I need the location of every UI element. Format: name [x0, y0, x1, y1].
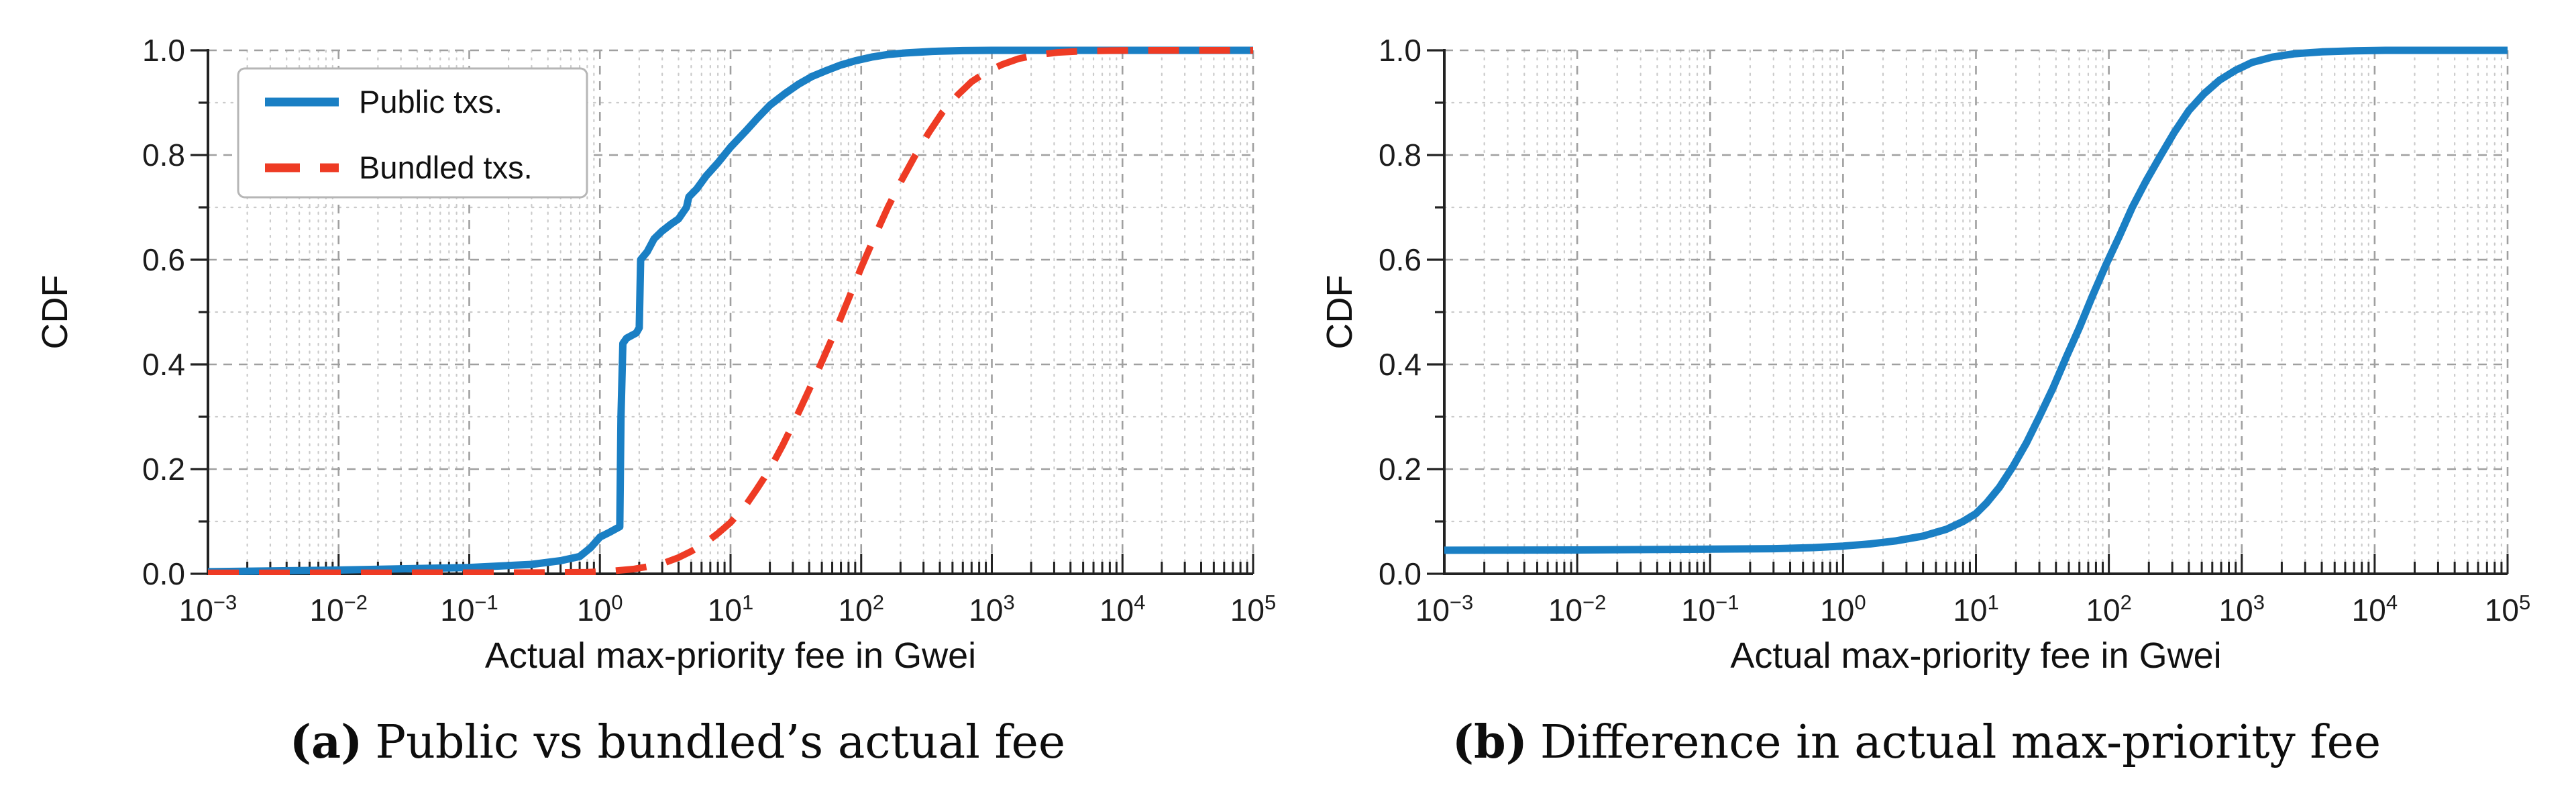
curve-difference [1444, 46, 2508, 554]
svg-text:0.2: 0.2 [142, 452, 185, 487]
svg-text:104: 104 [1099, 591, 1145, 627]
caption-a-label: (a) [289, 715, 363, 769]
svg-text:103: 103 [969, 591, 1014, 627]
caption-a-text: Public vs bundled’s actual fee [375, 716, 1066, 769]
svg-text:10−2: 10−2 [309, 591, 368, 627]
svg-text:105: 105 [2485, 591, 2530, 627]
svg-text:0.4: 0.4 [1379, 347, 1421, 382]
svg-text:10−3: 10−3 [179, 591, 237, 627]
svg-text:102: 102 [839, 591, 884, 627]
caption-b: (b) Difference in actual max-priority fee [1452, 715, 2381, 769]
svg-text:10−3: 10−3 [1415, 591, 1474, 627]
svg-text:0.6: 0.6 [142, 242, 185, 277]
svg-text:104: 104 [2352, 591, 2398, 627]
x-axis-ticks [1443, 554, 2509, 574]
x-tick-labels: 10−3 10−2 10−1 100 101 102 103 104 105 [179, 591, 1276, 627]
svg-text:0.4: 0.4 [142, 347, 185, 382]
legend: Public txs. Bundled txs. [237, 67, 588, 199]
x-axis-label: Actual max-priority fee in Gwei [485, 636, 976, 676]
svg-text:100: 100 [577, 591, 623, 627]
y-axis-label: CDF [1320, 275, 1360, 350]
curve-public-txs [207, 46, 1253, 575]
y-axis-label: CDF [35, 275, 75, 350]
svg-text:10−2: 10−2 [1548, 591, 1607, 627]
caption-a: (a) Public vs bundled’s actual fee [290, 715, 1065, 769]
svg-text:0.0: 0.0 [1379, 556, 1421, 591]
y-tick-labels: 0.0 0.2 0.4 0.6 0.8 1.0 [142, 33, 185, 591]
svg-text:0.6: 0.6 [1379, 242, 1421, 277]
panel-b-chart: 10−3 10−2 10−1 100 101 102 103 104 1050.00.20.40… [1320, 33, 2530, 676]
svg-text:102: 102 [2086, 591, 2131, 627]
x-axis-label: Actual max-priority fee in Gwei [1730, 636, 2221, 676]
svg-text:0.8: 0.8 [142, 138, 185, 172]
svg-text:0.0: 0.0 [142, 556, 185, 591]
curve-bundled-txs [207, 47, 1253, 575]
svg-text:0.2: 0.2 [1379, 452, 1421, 487]
svg-text:10−1: 10−1 [440, 591, 498, 627]
panel-a-chart: 10−3 10−2 10−1 100 101 102 103 104 1050.00.20.40… [35, 33, 1276, 676]
legend-label: Bundled txs. [359, 150, 533, 185]
caption-b-label: (b) [1452, 715, 1527, 769]
svg-text:103: 103 [2219, 591, 2265, 627]
curves [1444, 46, 2508, 554]
svg-text:0.8: 0.8 [1379, 138, 1421, 172]
svg-text:105: 105 [1230, 591, 1276, 627]
svg-text:101: 101 [1953, 591, 1998, 627]
svg-text:1.0: 1.0 [142, 33, 185, 68]
legend-label: Public txs. [359, 84, 502, 119]
y-axis-ticks [1427, 49, 1444, 575]
svg-text:1.0: 1.0 [1379, 33, 1421, 68]
svg-text:101: 101 [708, 591, 753, 627]
y-tick-labels: 0.0 0.2 0.4 0.6 0.8 1.0 [1379, 33, 1421, 591]
curves [207, 46, 1253, 575]
y-axis-ticks [191, 49, 208, 575]
svg-text:100: 100 [1820, 591, 1866, 627]
x-tick-labels: 10−3 10−2 10−1 100 101 102 103 104 105 [1415, 591, 2530, 627]
svg-text:10−1: 10−1 [1681, 591, 1739, 627]
caption-b-text: Difference in actual max-priority fee [1540, 716, 2381, 769]
